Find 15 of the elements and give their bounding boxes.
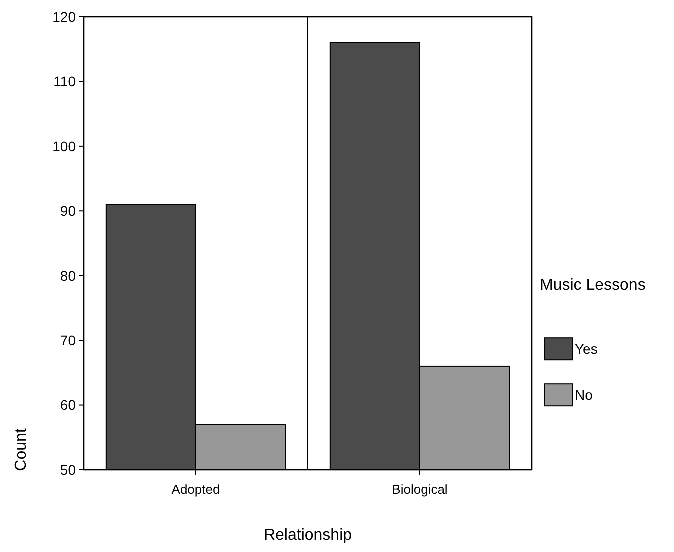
y-tick-label: 90 [60,203,76,220]
y-tick-label: 70 [60,332,76,348]
y-tick-label: 120 [52,8,76,25]
x-tick-label: Adopted [172,482,220,497]
legend-title: Music Lessons [540,277,646,294]
y-tick-label: 50 [60,462,76,478]
legend-label: Yes [575,341,598,357]
legend-label: No [575,387,594,403]
y-tick-label: 60 [60,397,76,414]
y-tick-label: 100 [52,138,76,154]
x-axis-title: Relationship [264,527,352,544]
y-axis-title: Count [13,428,30,472]
x-tick-label: Biological [392,482,448,497]
y-tick-label: 110 [54,74,76,90]
y-tick-label: 80 [60,268,76,284]
